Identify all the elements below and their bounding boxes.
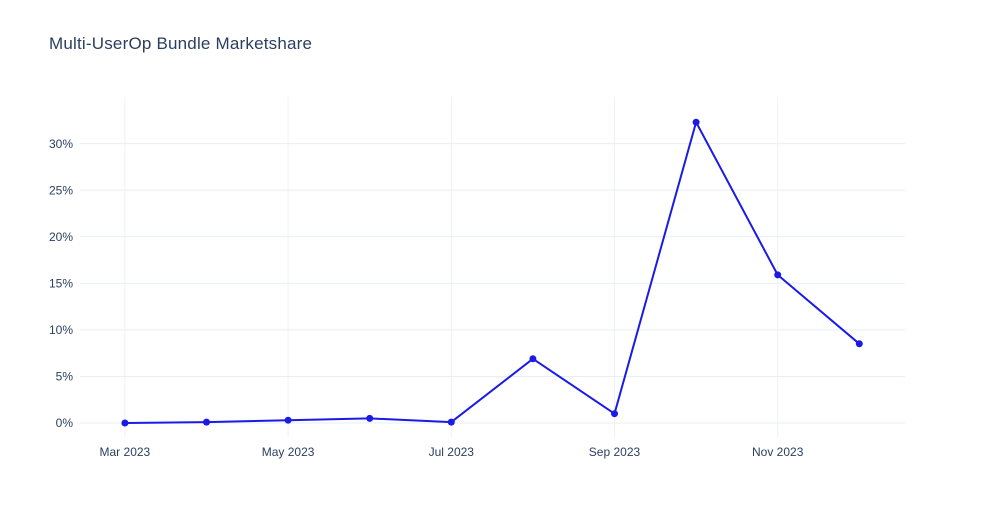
data-point[interactable] — [121, 419, 129, 427]
data-point[interactable] — [284, 416, 292, 424]
y-tick-label: 5% — [56, 370, 74, 384]
x-tick-label: May 2023 — [262, 445, 315, 459]
x-tick-label: Jul 2023 — [429, 445, 475, 459]
y-tick-label: 0% — [56, 416, 74, 430]
data-point[interactable] — [611, 410, 618, 418]
data-point[interactable] — [366, 414, 374, 422]
y-tick-label: 15% — [49, 277, 73, 291]
y-tick-label: 10% — [49, 323, 73, 337]
y-tick-label: 25% — [49, 183, 73, 197]
y-tick-label: 20% — [49, 230, 73, 244]
x-tick-label: Mar 2023 — [100, 445, 151, 459]
x-tick-label: Nov 2023 — [752, 445, 804, 459]
data-point[interactable] — [203, 418, 210, 426]
data-point[interactable] — [692, 118, 700, 126]
chart-title: Multi-UserOp Bundle Marketshare — [49, 34, 313, 53]
series-line — [123, 121, 861, 424]
y-tick-label: 30% — [49, 137, 73, 151]
data-point[interactable] — [774, 271, 782, 279]
x-tick-label: Sep 2023 — [589, 445, 641, 459]
data-point[interactable] — [855, 340, 863, 348]
data-point[interactable] — [447, 418, 455, 426]
data-point[interactable] — [529, 355, 537, 363]
